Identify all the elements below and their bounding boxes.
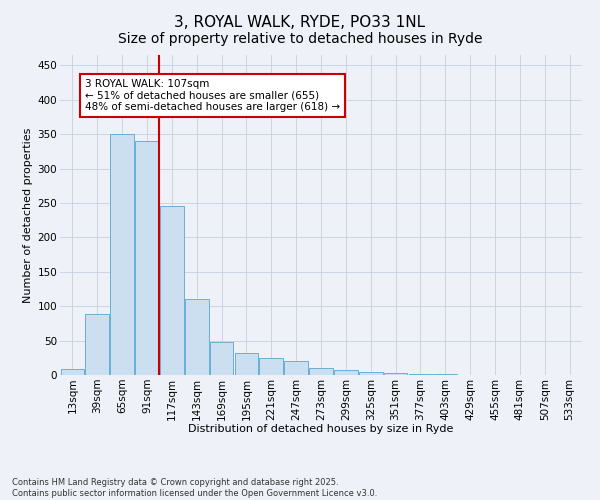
Bar	[409, 374, 432, 375]
Bar	[160, 206, 184, 375]
Text: Contains HM Land Registry data © Crown copyright and database right 2025.
Contai: Contains HM Land Registry data © Crown c…	[12, 478, 377, 498]
Bar	[433, 374, 457, 375]
Bar	[359, 372, 383, 375]
Text: 3, ROYAL WALK, RYDE, PO33 1NL: 3, ROYAL WALK, RYDE, PO33 1NL	[175, 15, 425, 30]
Text: 3 ROYAL WALK: 107sqm
← 51% of detached houses are smaller (655)
48% of semi-deta: 3 ROYAL WALK: 107sqm ← 51% of detached h…	[85, 79, 340, 112]
Bar	[110, 134, 134, 375]
Bar	[309, 368, 333, 375]
Text: Size of property relative to detached houses in Ryde: Size of property relative to detached ho…	[118, 32, 482, 46]
Bar	[61, 370, 84, 375]
Bar	[384, 373, 407, 375]
X-axis label: Distribution of detached houses by size in Ryde: Distribution of detached houses by size …	[188, 424, 454, 434]
Bar	[284, 361, 308, 375]
Bar	[210, 342, 233, 375]
Bar	[235, 353, 258, 375]
Bar	[85, 314, 109, 375]
Bar	[135, 141, 159, 375]
Bar	[334, 370, 358, 375]
Y-axis label: Number of detached properties: Number of detached properties	[23, 128, 34, 302]
Bar	[259, 358, 283, 375]
Bar	[185, 300, 209, 375]
